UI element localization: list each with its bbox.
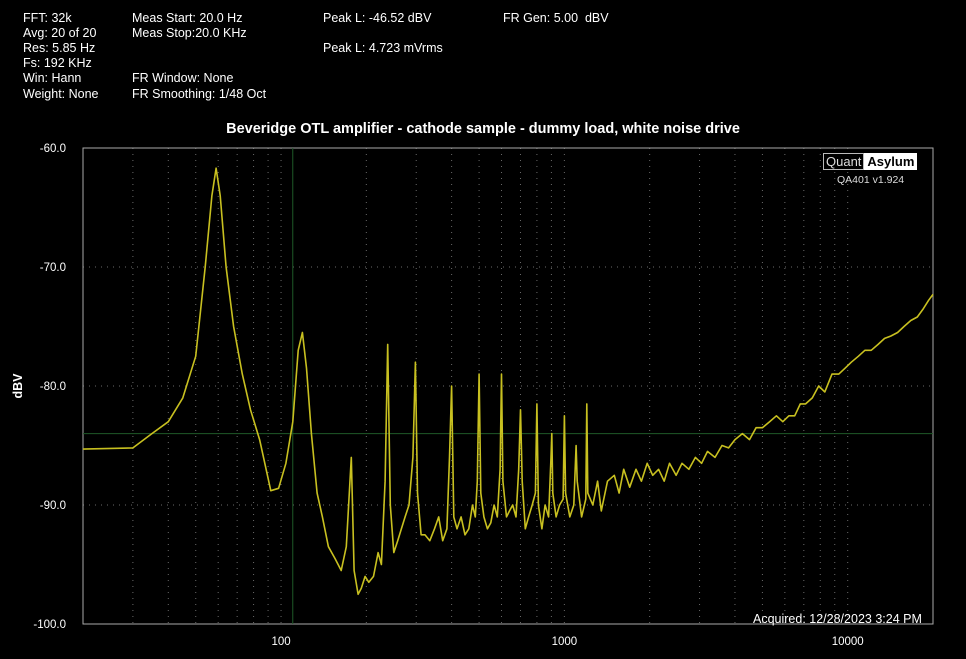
x-tick-label: 100 (271, 636, 290, 648)
y-tick-label: -100.0 (33, 619, 66, 631)
info-meas-start: Meas Start: 20.0 Hz (132, 11, 243, 25)
x-tick-label: 10000 (832, 636, 864, 648)
info-fr-window: FR Window: None (132, 71, 234, 85)
axes (82, 147, 934, 625)
info-peak-vrms: Peak L: 4.723 mVrms (323, 41, 443, 55)
series-line-1 (82, 167, 934, 596)
info-fs: Fs: 192 KHz (23, 56, 92, 70)
y-tick-label: -90.0 (40, 500, 66, 512)
cursor-crosshair (83, 148, 933, 624)
y-tick-label: -60.0 (40, 143, 66, 155)
quantasylum-logo: Quant Asylum (823, 153, 918, 170)
grid (83, 147, 933, 625)
info-meas-stop: Meas Stop:20.0 KHz (132, 26, 247, 40)
info-fr-gen: FR Gen: 5.00 dBV (503, 11, 609, 25)
info-res: Res: 5.85 Hz (23, 41, 96, 55)
tick-labels: -60.0 -70.0 -80.0 -90.0 -100.0 100 1000 10000 (33, 143, 863, 648)
info-win: Win: Hann (23, 71, 82, 85)
series-layer (82, 167, 934, 596)
chart-title: Beveridge OTL amplifier - cathode sample… (226, 121, 740, 137)
x-tick-label: 1000 (552, 636, 578, 648)
logo-version: QA401 v1.924 (837, 174, 905, 186)
y-axis-label: dBV (11, 373, 25, 399)
plot-frame (82, 147, 934, 625)
y-tick-label: -70.0 (40, 262, 66, 274)
acquired-timestamp: Acquired: 12/28/2023 3:24 PM (753, 612, 922, 626)
logo-quant: Quant (823, 153, 865, 170)
info-weight: Weight: None (23, 87, 99, 101)
info-fft: FFT: 32k (23, 11, 72, 25)
logo-asylum: Asylum (864, 153, 918, 170)
info-fr-smoothing: FR Smoothing: 1/48 Oct (132, 87, 267, 101)
y-tick-label: -80.0 (40, 381, 66, 393)
info-peak-dbv: Peak L: -46.52 dBV (323, 11, 432, 25)
info-avg: Avg: 20 of 20 (23, 26, 97, 40)
